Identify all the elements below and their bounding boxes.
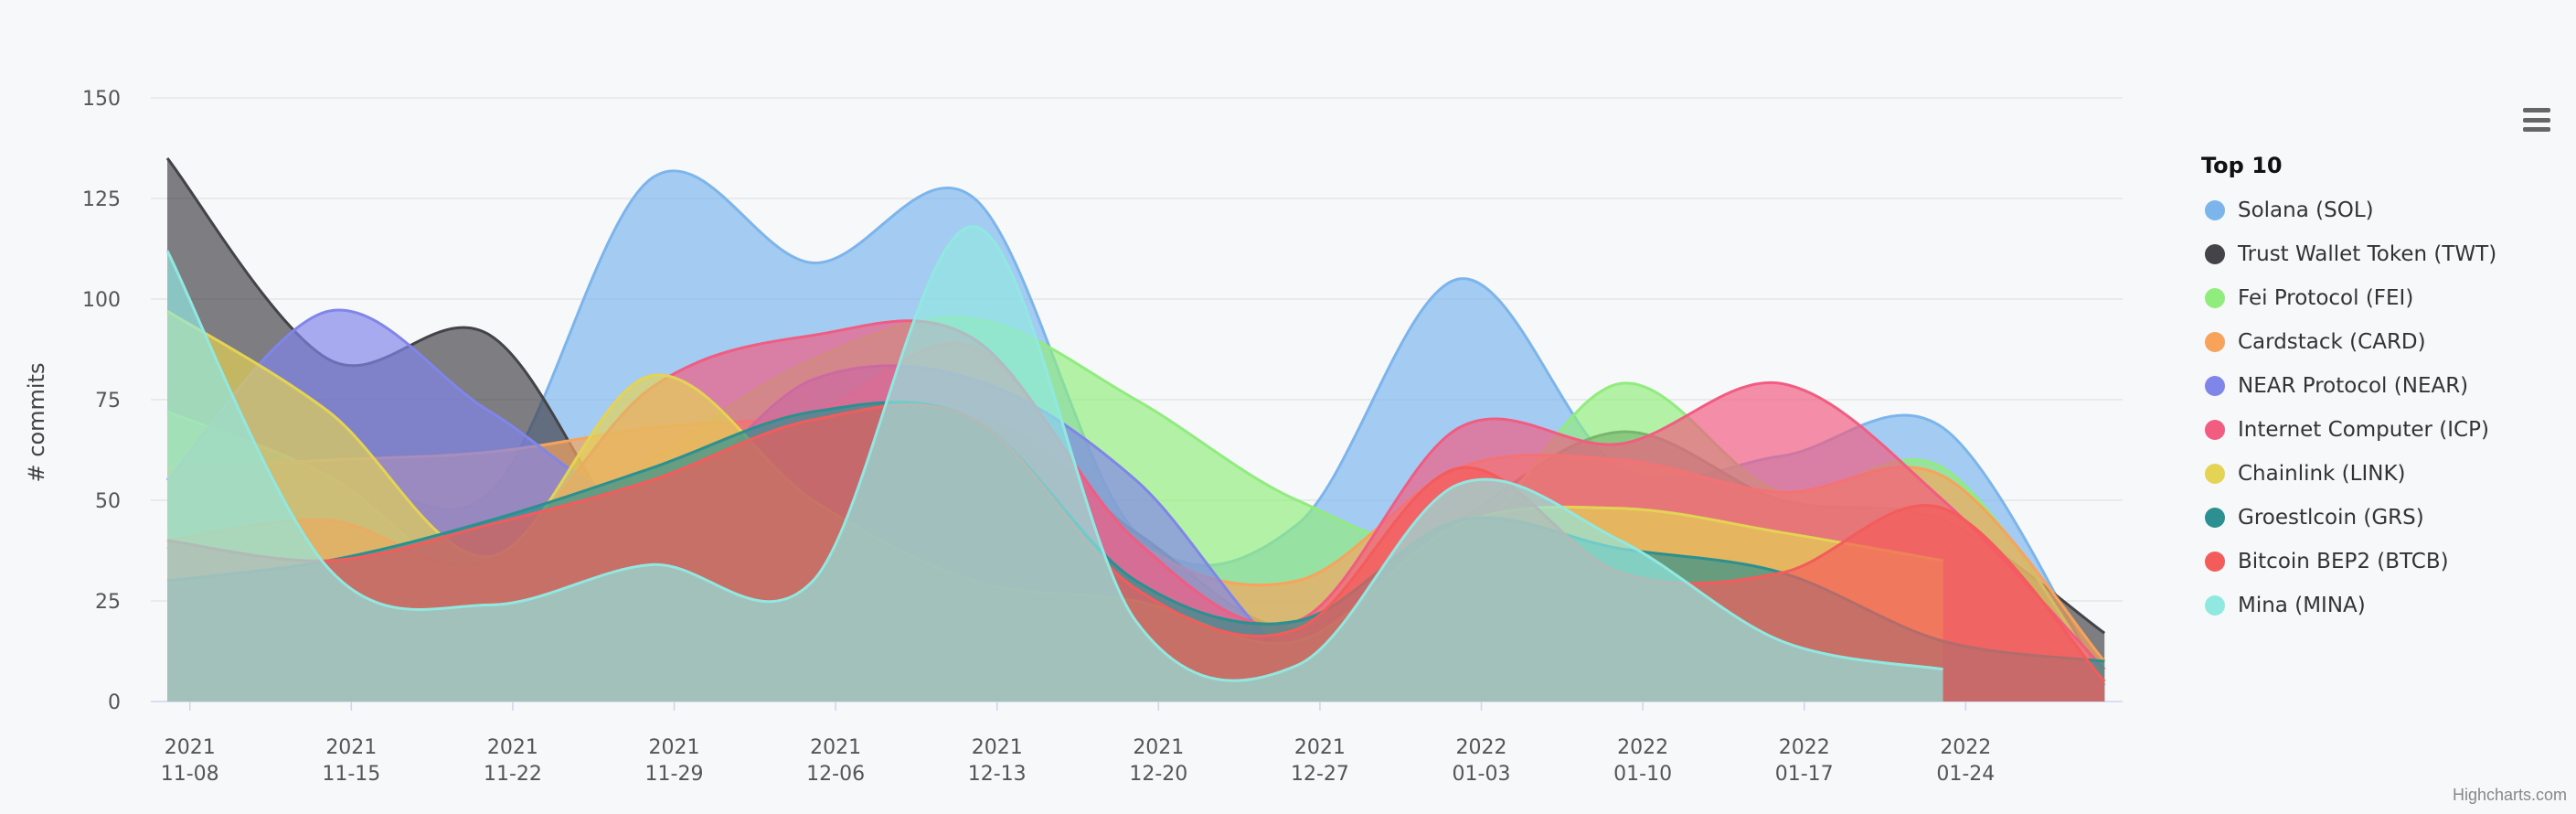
- x-tick-label-year: 2021: [810, 736, 861, 759]
- y-axis-title: # commits: [24, 363, 49, 483]
- legend-marker-icon: [2205, 552, 2225, 572]
- legend-marker-icon: [2205, 420, 2225, 440]
- legend-label: Solana (SOL): [2238, 198, 2374, 222]
- y-tick-label: 25: [95, 591, 121, 614]
- legend-label: Cardstack (CARD): [2238, 330, 2426, 354]
- x-tick-label-year: 2021: [649, 736, 700, 759]
- axes: 0 25 50 75 100 125 150 2021 11-08 2021 11-15 2021 11…: [82, 88, 1995, 786]
- legend-item[interactable]: Groestlcoin (GRS): [2201, 496, 2549, 540]
- legend-item[interactable]: NEAR Protocol (NEAR): [2201, 364, 2549, 408]
- x-tick-label-date: 01-17: [1775, 763, 1834, 786]
- x-tick-label-date: 12-06: [806, 763, 865, 786]
- legend-marker-icon: [2205, 200, 2225, 220]
- x-tick-label-date: 12-13: [968, 763, 1027, 786]
- chart-menu-button[interactable]: [2519, 102, 2554, 137]
- legend-item[interactable]: Chainlink (LINK): [2201, 452, 2549, 496]
- series-layer: [165, 157, 2106, 702]
- hamburger-menu-icon-bar: [2523, 127, 2550, 132]
- x-tick-label-year: 2021: [1294, 736, 1346, 759]
- legend-marker-icon: [2205, 332, 2225, 352]
- x-tick-label-date: 11-22: [484, 763, 542, 786]
- y-tick-label: 125: [82, 188, 121, 211]
- legend-label: Groestlcoin (GRS): [2238, 506, 2424, 530]
- y-tick-label: 100: [82, 289, 121, 312]
- series-mina-mina[interactable]: [165, 225, 1943, 702]
- legend-marker-icon: [2205, 508, 2225, 528]
- series-line[interactable]: [165, 225, 1943, 682]
- y-tick-label: 150: [82, 88, 121, 111]
- legend-item[interactable]: Cardstack (CARD): [2201, 320, 2549, 364]
- x-tick-label-year: 2021: [972, 736, 1023, 759]
- legend-marker-icon: [2205, 244, 2225, 264]
- x-tick-label-date: 11-15: [322, 763, 380, 786]
- legend-item[interactable]: Fei Protocol (FEI): [2201, 276, 2549, 320]
- x-tick-label-year: 2021: [487, 736, 538, 759]
- x-tick-label-date: 01-10: [1613, 763, 1672, 786]
- x-tick-label-date: 01-03: [1453, 763, 1511, 786]
- legend-item[interactable]: Mina (MINA): [2201, 584, 2549, 627]
- y-tick-label: 75: [95, 390, 121, 412]
- x-tick-label-year: 2021: [325, 736, 377, 759]
- legend-label: Mina (MINA): [2238, 594, 2366, 617]
- series-area[interactable]: [167, 226, 1943, 702]
- y-tick-label: 0: [108, 691, 121, 714]
- legend: Top 10 Solana (SOL) Trust Wallet Token (T…: [2201, 150, 2549, 627]
- x-tick-label-year: 2022: [1940, 736, 1991, 759]
- legend-item[interactable]: Solana (SOL): [2201, 188, 2549, 232]
- x-tick-label-date: 12-20: [1129, 763, 1187, 786]
- legend-marker-icon: [2205, 376, 2225, 396]
- x-tick-label-date: 12-27: [1291, 763, 1349, 786]
- legend-label: Bitcoin BEP2 (BTCB): [2238, 550, 2449, 573]
- x-tick-label-year: 2022: [1617, 736, 1668, 759]
- x-tick-label-year: 2022: [1456, 736, 1507, 759]
- legend-label: Fei Protocol (FEI): [2238, 286, 2414, 310]
- legend-marker-icon: [2205, 464, 2225, 484]
- hamburger-menu-icon: [2523, 108, 2550, 112]
- x-tick-label-date: 11-29: [645, 763, 704, 786]
- credits-link[interactable]: Highcharts.com: [2452, 786, 2567, 804]
- series-line[interactable]: [166, 403, 2106, 683]
- legend-item[interactable]: Bitcoin BEP2 (BTCB): [2201, 540, 2549, 584]
- legend-item[interactable]: Internet Computer (ICP): [2201, 408, 2549, 452]
- y-tick-label: 50: [95, 490, 121, 513]
- x-tick-label-date: 11-08: [161, 763, 219, 786]
- x-tick-label-date: 01-24: [1936, 763, 1995, 786]
- legend-marker-icon: [2205, 595, 2225, 616]
- x-tick-label-year: 2022: [1779, 736, 1830, 759]
- legend-title: Top 10: [2201, 153, 2283, 178]
- legend-marker-icon: [2205, 288, 2225, 308]
- x-tick-label-year: 2021: [1133, 736, 1184, 759]
- legend-label: Chainlink (LINK): [2238, 462, 2406, 486]
- hamburger-menu-icon-bar: [2523, 117, 2550, 123]
- legend-label: Trust Wallet Token (TWT): [2238, 242, 2497, 266]
- legend-item[interactable]: Trust Wallet Token (TWT): [2201, 232, 2549, 276]
- x-tick-label-year: 2021: [165, 736, 216, 759]
- legend-label: Internet Computer (ICP): [2238, 418, 2489, 442]
- legend-label: NEAR Protocol (NEAR): [2238, 374, 2469, 398]
